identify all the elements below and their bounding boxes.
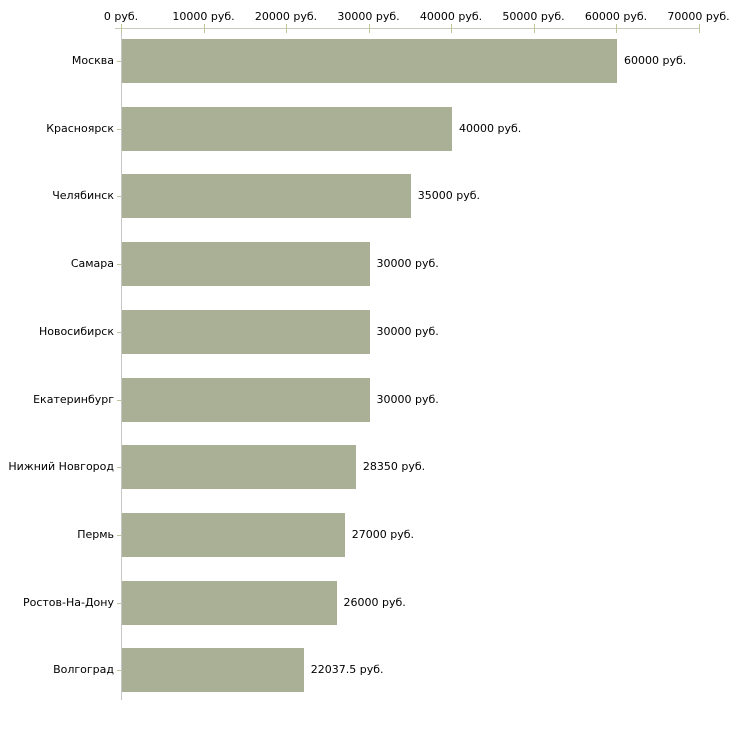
- x-axis-tick-label: 70000 руб.: [667, 10, 730, 23]
- x-axis-tick-label: 0 руб.: [103, 10, 139, 23]
- category-label: Новосибирск: [38, 324, 114, 338]
- x-axis-tick-mark: [286, 24, 287, 33]
- bar-1: [122, 106, 452, 151]
- x-axis-tick-mark: [616, 24, 617, 33]
- y-axis-tick-mark: [117, 129, 121, 130]
- x-axis-tick-mark: [203, 24, 205, 33]
- category-label: Москва: [71, 54, 114, 67]
- value-label: 26000 руб.: [343, 595, 406, 609]
- x-axis-tick-mark: [451, 24, 452, 33]
- x-axis-tick-label: 40000 руб.: [419, 10, 483, 23]
- category-label: Нижний Новгород: [8, 460, 114, 474]
- bar-2: [122, 174, 411, 219]
- category-label: Екатеринбург: [33, 392, 114, 406]
- value-label: 27000 руб.: [351, 527, 415, 541]
- category-label: Волгоград: [53, 663, 114, 677]
- bar-3: [122, 242, 370, 287]
- y-axis-tick-mark: [117, 670, 121, 671]
- value-label: 60000 руб.: [624, 54, 687, 67]
- category-label: Красноярск: [46, 121, 114, 135]
- y-axis-tick-mark: [117, 535, 121, 536]
- value-label: 40000 руб.: [459, 121, 522, 135]
- x-axis-tick-label: 20000 руб.: [254, 10, 318, 23]
- y-axis-tick-mark: [117, 400, 121, 401]
- category-label: Пермь: [77, 527, 114, 541]
- x-axis-tick-label: 60000 руб.: [584, 10, 648, 23]
- bar-6: [122, 445, 356, 490]
- category-label: Челябинск: [52, 189, 114, 203]
- category-label: Самара: [70, 257, 114, 271]
- x-axis-tick-mark: [698, 24, 700, 33]
- y-axis-tick-mark: [117, 61, 121, 62]
- x-axis-line: [115, 28, 700, 29]
- x-axis-tick-label: 30000 руб.: [337, 10, 400, 23]
- value-label: 30000 руб.: [376, 392, 439, 406]
- value-label: 30000 руб.: [376, 324, 439, 338]
- bar-7: [122, 512, 345, 557]
- x-axis-tick-label: 50000 руб.: [502, 10, 565, 23]
- value-label: 30000 руб.: [376, 257, 439, 271]
- bar-5: [122, 377, 370, 422]
- bar-4: [122, 309, 370, 354]
- bar-0: [122, 39, 617, 83]
- value-label: 22037.5 руб.: [310, 663, 384, 677]
- category-label: Ростов-На-Дону: [22, 595, 114, 609]
- y-axis-line: [121, 28, 122, 700]
- bar-9: [122, 648, 304, 693]
- x-axis-tick-mark: [368, 24, 370, 33]
- x-axis-tick-mark: [121, 24, 122, 33]
- y-axis-tick-mark: [117, 264, 121, 265]
- bar-8: [122, 580, 337, 625]
- y-axis-tick-mark: [117, 332, 121, 333]
- y-axis-tick-mark: [117, 467, 121, 468]
- y-axis-tick-mark: [117, 603, 121, 604]
- x-axis-tick-label: 10000 руб.: [172, 10, 235, 23]
- value-label: 35000 руб.: [417, 189, 481, 203]
- value-label: 28350 руб.: [362, 460, 426, 474]
- x-axis-tick-mark: [533, 24, 535, 33]
- y-axis-tick-mark: [117, 196, 121, 197]
